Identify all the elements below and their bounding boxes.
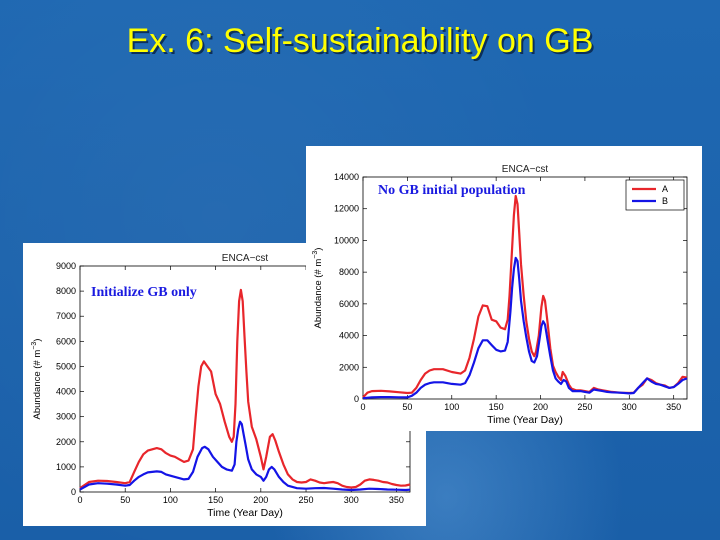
y-tick-label: 2000 — [339, 362, 359, 372]
chart-title: ENCA−cst — [502, 164, 549, 175]
x-tick-label: 350 — [666, 402, 681, 412]
series-line-b — [362, 256, 688, 400]
legend-box — [625, 179, 685, 211]
x-axis-label: Time (Year Day) — [487, 414, 563, 426]
y-tick-label: 0 — [354, 394, 359, 404]
x-tick-label: 0 — [77, 495, 82, 505]
y-tick-label: 8000 — [339, 267, 359, 277]
x-tick-label: 50 — [120, 495, 130, 505]
y-tick-label: 9000 — [56, 261, 76, 271]
x-tick-label: 250 — [299, 495, 314, 505]
y-axis-label: Abundance (# m−3) — [312, 248, 324, 329]
y-tick-label: 0 — [71, 487, 76, 497]
y-tick-label: 12000 — [334, 204, 359, 214]
x-tick-label: 300 — [622, 402, 637, 412]
legend-label: B — [662, 196, 668, 206]
y-tick-label: 8000 — [56, 286, 76, 296]
y-tick-label: 2000 — [56, 437, 76, 447]
x-tick-label: 150 — [208, 495, 223, 505]
x-tick-label: 350 — [389, 495, 404, 505]
x-tick-label: 100 — [444, 402, 459, 412]
y-tick-label: 5000 — [56, 361, 76, 371]
x-tick-label: 200 — [253, 495, 268, 505]
slide-title: Ex. 6: Self-sustainability on GB — [126, 22, 594, 60]
x-tick-label: 100 — [163, 495, 178, 505]
y-tick-label: 10000 — [334, 235, 359, 245]
x-tick-label: 300 — [344, 495, 359, 505]
x-tick-label: 200 — [533, 402, 548, 412]
y-tick-label: 6000 — [339, 299, 359, 309]
x-axis-label: Time (Year Day) — [207, 507, 283, 519]
y-tick-label: 4000 — [339, 331, 359, 341]
chart-no-gb-initial: ENCA−cst 0 50 100 150 200 250 300 350 0 2000 4000 60… — [312, 164, 688, 426]
chart-annotation: No GB initial population — [378, 183, 526, 198]
chart-initialize-gb: ENCA−cst 0 50 100 150 200 250 300 350 0 1000 2000 30… — [31, 253, 411, 519]
y-tick-label: 6000 — [56, 336, 76, 346]
legend-label: A — [662, 184, 668, 194]
series-line-blue — [79, 420, 411, 492]
x-tick-label: 150 — [489, 402, 504, 412]
y-axis-label: Abundance (# m−3) — [31, 339, 43, 420]
chart-annotation: Initialize GB only — [91, 285, 197, 300]
series-line-red — [79, 288, 411, 490]
series-line-a — [362, 194, 688, 399]
y-tick-label: 7000 — [56, 311, 76, 321]
y-tick-label: 1000 — [56, 462, 76, 472]
chart-panel-no-gb-initial: ENCA−cst 0 50 100 150 200 250 300 350 0 2000 4000 60… — [306, 146, 702, 431]
y-tick-label: 14000 — [334, 172, 359, 182]
chart-title: ENCA−cst — [222, 253, 269, 264]
y-tick-label: 4000 — [56, 387, 76, 397]
x-tick-label: 250 — [577, 402, 592, 412]
y-tick-label: 3000 — [56, 412, 76, 422]
plot-frame — [362, 176, 688, 400]
x-tick-label: 0 — [360, 402, 365, 412]
x-tick-label: 50 — [402, 402, 412, 412]
